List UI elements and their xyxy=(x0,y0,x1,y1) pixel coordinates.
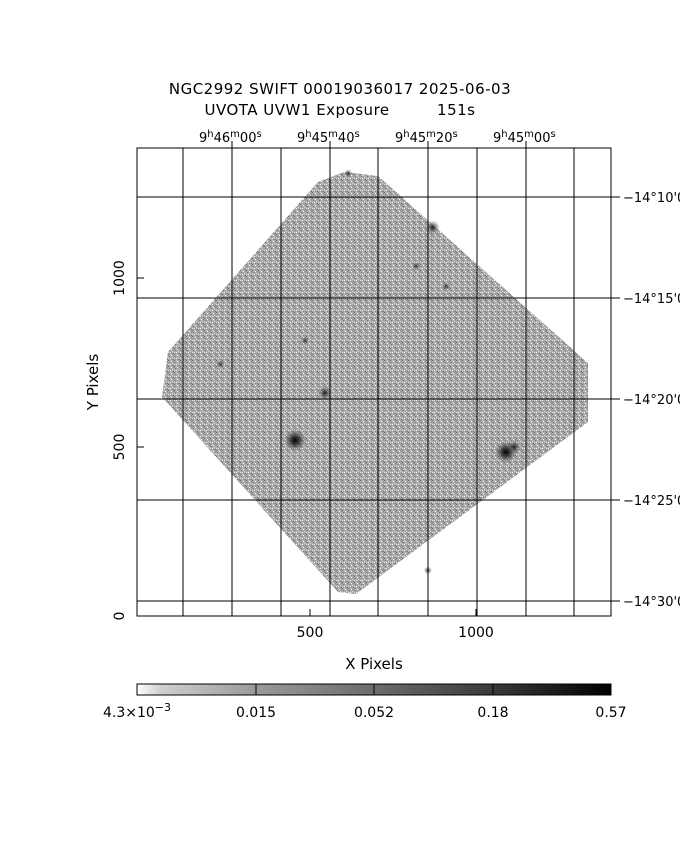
point-source-7 xyxy=(442,282,451,291)
y-axis-ticks xyxy=(137,277,144,617)
point-source-10 xyxy=(344,169,353,178)
ra-labels: 9h46m00s 9h45m40s 9h45m20s 9h45m00s xyxy=(199,129,556,146)
title-line-2: UVOTA UVW1 Exposure 151s xyxy=(204,101,476,119)
dec-labels: −14°10'0 −14°15'0 −14°20'0 −14°25'0 −14°… xyxy=(623,191,680,610)
ra-grid xyxy=(182,148,575,616)
x-axis-ticks xyxy=(309,609,477,616)
point-source-5 xyxy=(216,360,225,369)
y-tick-label-1000: 1000 xyxy=(112,260,128,296)
dec-label-2: −14°20'0 xyxy=(623,393,680,408)
y-axis-label: Y Pixels xyxy=(84,354,102,412)
ra-label-0: 9h46m00s xyxy=(199,129,262,146)
dec-label-4: −14°30'0 xyxy=(623,595,680,610)
ra-ticks xyxy=(231,141,527,148)
point-source-6 xyxy=(301,336,310,345)
y-tick-label-0: 0 xyxy=(112,612,128,621)
x-tick-label-1000: 1000 xyxy=(458,625,494,641)
title-line-1: NGC2992 SWIFT 00019036017 2025-06-03 xyxy=(168,80,512,98)
colorbar-ticks xyxy=(255,684,494,695)
exposure-footprint xyxy=(162,172,588,594)
dec-ticks xyxy=(611,196,620,602)
dec-label-0: −14°10'0 xyxy=(623,191,680,206)
point-source-2 xyxy=(507,440,522,454)
ra-label-1: 9h45m40s xyxy=(297,129,360,146)
colorbar-label-3: 0.18 xyxy=(477,705,508,721)
point-source-4 xyxy=(425,220,440,235)
ra-label-2: 9h45m20s xyxy=(395,129,458,146)
point-source-3 xyxy=(317,385,332,400)
dec-label-1: −14°15'0 xyxy=(623,292,680,307)
plot-frame xyxy=(136,147,612,617)
x-axis-label: X Pixels xyxy=(345,655,403,673)
dec-label-3: −14°25'0 xyxy=(623,494,680,509)
colorbar-label-0: 4.3×10−3 xyxy=(103,701,171,721)
colorbar-label-2: 0.052 xyxy=(354,705,394,721)
source-layer xyxy=(216,169,522,575)
point-source-0 xyxy=(284,429,307,452)
point-source-8 xyxy=(412,262,421,271)
dec-grid xyxy=(137,196,611,602)
colorbar-label-1: 0.015 xyxy=(236,705,276,721)
ra-label-3: 9h45m00s xyxy=(493,129,556,146)
y-tick-label-500: 500 xyxy=(112,434,128,461)
colorbar-label-4: 0.57 xyxy=(595,705,626,721)
x-tick-label-500: 500 xyxy=(297,625,324,641)
